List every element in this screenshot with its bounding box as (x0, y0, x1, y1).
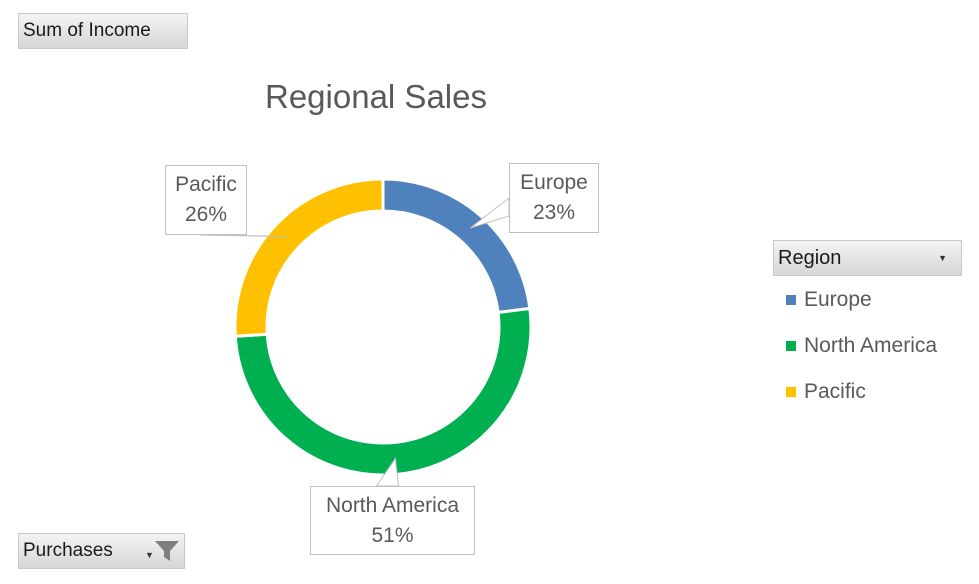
chart-title: Regional Sales (265, 78, 487, 115)
legend-label-europe: Europe (804, 288, 872, 311)
legend-label-pacific: Pacific (804, 380, 866, 403)
data-label-europe: Europe 23% (509, 163, 599, 233)
chevron-down-icon[interactable]: ▼ (145, 550, 154, 560)
data-label-north-america: North America 51% (310, 486, 475, 555)
legend-swatch-pacific (786, 387, 796, 397)
data-label-north-america-name: North America (325, 494, 460, 517)
data-label-pacific-value: 26% (184, 203, 228, 226)
filter-icon[interactable] (154, 539, 180, 563)
legend-item-europe: Europe (786, 288, 872, 312)
data-label-pacific-name: Pacific (175, 173, 237, 196)
legend-item-pacific: Pacific (786, 380, 866, 404)
callout-pointer-pacific (199, 234, 287, 238)
data-label-north-america-value: 51% (371, 524, 414, 547)
data-label-europe-name: Europe (520, 171, 588, 194)
purchases-label: Purchases (23, 540, 113, 561)
sum-of-income-label: Sum of Income (23, 20, 151, 41)
sum-of-income-field-button[interactable]: Sum of Income (18, 13, 188, 49)
region-field-button[interactable]: Region ▼ (773, 240, 962, 276)
legend-item-north-america: North America (786, 334, 937, 358)
legend-swatch-europe (786, 295, 796, 305)
purchases-field-button[interactable]: Purchases ▼ (18, 533, 185, 569)
legend-swatch-north-america (786, 341, 796, 351)
chevron-down-icon[interactable]: ▼ (938, 253, 947, 263)
legend-label-north-america: North America (804, 334, 938, 357)
slice-pacific (233, 177, 385, 338)
slice-north-america (233, 306, 533, 477)
data-label-europe-value: 23% (532, 201, 576, 224)
region-label: Region (778, 246, 842, 269)
data-label-pacific: Pacific 26% (165, 165, 247, 235)
